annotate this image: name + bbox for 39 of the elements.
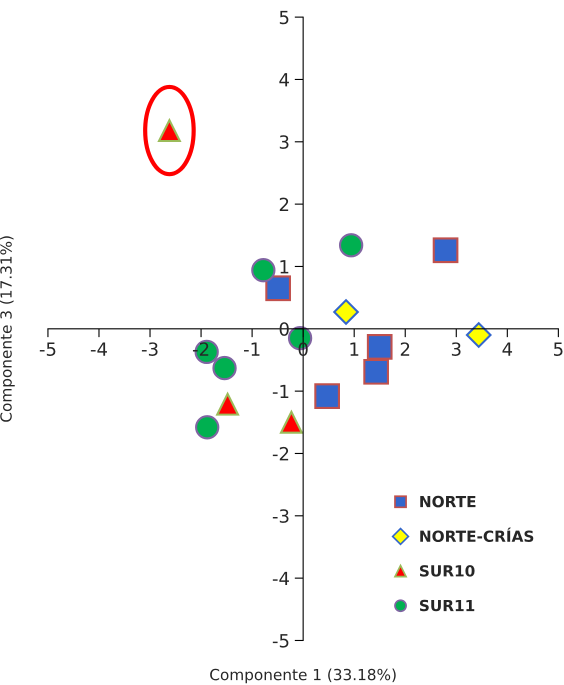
legend-label: NORTE: [420, 496, 476, 508]
x-tick-label: -4: [90, 342, 107, 356]
y-tick-label: -3: [272, 509, 289, 523]
point: [432, 237, 458, 264]
y-tick-label: 2: [280, 198, 288, 211]
y-tick-label: 3: [280, 135, 289, 149]
point: [366, 334, 393, 360]
x-tick-label: 4: [502, 342, 512, 356]
y-tick-label: -4: [272, 572, 289, 585]
x-tick-label: 3: [452, 342, 461, 356]
point: [466, 322, 492, 348]
y-tick-label: 1: [280, 260, 288, 274]
y-tick-label: 5: [280, 10, 288, 24]
point: [251, 258, 276, 282]
x-tick-label: -5: [40, 342, 56, 356]
legend-label: SUR10: [420, 565, 475, 577]
point: [212, 356, 237, 380]
legend-label: SUR11: [420, 600, 474, 612]
x-tick-label: -3: [142, 342, 158, 356]
x-tick-label: 5: [554, 342, 563, 356]
point: [195, 415, 220, 440]
y-axis-title: Componente 3 (17.31%): [0, 236, 15, 422]
point: [280, 410, 303, 434]
x-tick-label: 1: [350, 342, 358, 356]
point: [333, 299, 359, 325]
y-tick-label: -2: [272, 446, 288, 460]
y-tick-label: -5: [272, 634, 288, 648]
x-axis-title: Componente 1 (33.18%): [210, 668, 396, 684]
point: [314, 383, 340, 409]
point: [363, 358, 389, 385]
y-tick-label: 4: [279, 73, 289, 86]
y-tick-label: -1: [272, 384, 288, 398]
point: [265, 275, 291, 302]
x-tick-label: 0: [298, 342, 308, 356]
point: [216, 392, 240, 416]
x-tick-label: 2: [400, 342, 410, 356]
x-tick-label: -1: [244, 342, 260, 356]
point: [338, 233, 364, 258]
legend-label: NORTE-CRÍAS: [420, 528, 534, 542]
